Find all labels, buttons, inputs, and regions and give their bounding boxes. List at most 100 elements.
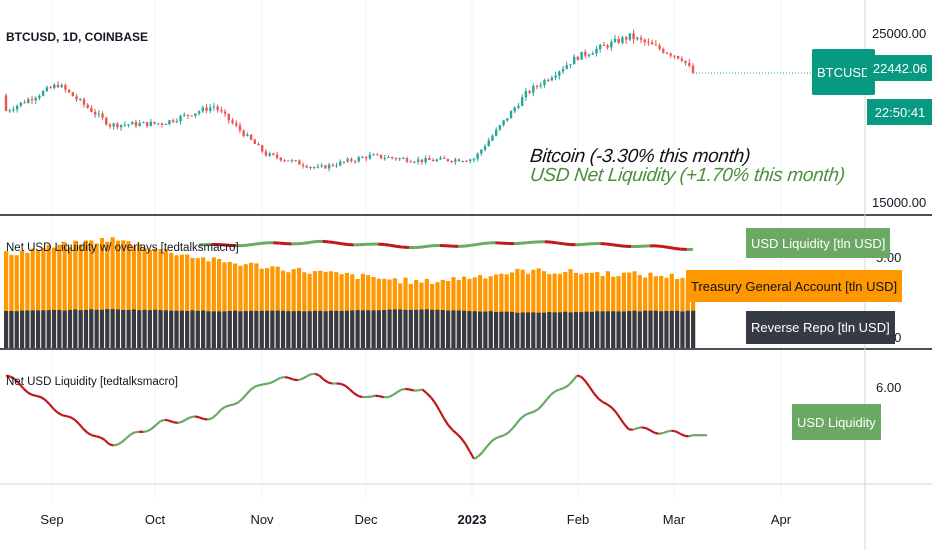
net-liquidity-segment <box>245 388 252 395</box>
tga-bar <box>67 247 73 348</box>
tga-bar <box>169 253 174 348</box>
reverse-repo-bar <box>456 310 461 348</box>
net-liquidity-segment <box>82 428 89 434</box>
candle-body <box>417 159 420 162</box>
candle-body <box>383 157 386 159</box>
candle-body <box>49 87 52 89</box>
candle-body <box>45 87 49 92</box>
net-liquidity-segment <box>211 413 218 420</box>
net-liquidity-segment <box>340 382 346 387</box>
symbol-tag[interactable]: BTCUSD <box>812 49 876 95</box>
candle-body <box>179 115 182 122</box>
candle-body <box>450 160 453 162</box>
candle-body <box>391 157 394 159</box>
candle-body <box>554 75 557 78</box>
net-liquidity-segment <box>597 397 604 403</box>
reverse-repo-bar <box>233 310 238 348</box>
x-tick-mar: Mar <box>662 512 686 527</box>
net-liquidity-segment <box>559 386 565 391</box>
reverse-repo-bar <box>9 310 14 348</box>
net-liquidity-segment <box>229 403 234 407</box>
reverse-repo-bar <box>57 310 62 348</box>
net-liquidity-segment <box>185 416 192 421</box>
reverse-repo-bar <box>179 310 184 348</box>
candle-body <box>465 161 468 163</box>
net-liquidity-segment <box>688 434 694 438</box>
tga-bar <box>579 274 584 348</box>
reverse-repo-bar <box>328 310 334 348</box>
net-liquidity-segment <box>190 415 196 419</box>
reverse-repo-bar <box>217 311 222 348</box>
tga-bar <box>227 261 232 348</box>
net-liquidity-segment <box>421 388 428 395</box>
reverse-repo-bar <box>307 311 312 348</box>
net-liquidity-segment <box>550 390 557 396</box>
tga-bar <box>557 273 563 348</box>
tga-bar <box>531 269 536 348</box>
candle-body <box>138 123 141 126</box>
net-liquidity-segment <box>160 418 166 423</box>
tga-bar <box>190 257 195 348</box>
net-liquidity-line <box>5 372 707 460</box>
net-liquidity-segment <box>233 401 239 406</box>
net-liquidity-segment <box>155 420 162 426</box>
candle-body <box>238 125 242 131</box>
candle-body <box>123 124 127 126</box>
candle-body <box>194 113 197 116</box>
tga-bar <box>30 248 35 348</box>
candle-body <box>435 159 438 162</box>
candle-body <box>487 140 490 147</box>
net-liquidity-segment <box>499 434 505 438</box>
candle-body <box>335 165 338 167</box>
reverse-repo-bar <box>110 309 115 348</box>
symbol-title: BTCUSD, 1D, COINBASE <box>6 30 149 44</box>
reverse-repo-bar <box>291 311 296 348</box>
tga-bar <box>147 249 152 348</box>
net-liquidity-segment <box>529 410 535 415</box>
reverse-repo-bar <box>541 312 547 348</box>
candle-body <box>12 109 15 111</box>
candle-body <box>93 111 97 115</box>
liquidity-segment <box>390 243 397 248</box>
reverse-repo-bar <box>525 312 531 348</box>
candle-body <box>201 107 205 112</box>
tga-bar <box>259 268 264 348</box>
net-liquidity-segment <box>675 430 681 435</box>
net-liquidity-segment <box>56 411 63 416</box>
reverse-repo-bar <box>424 309 429 348</box>
candle-body <box>439 157 442 160</box>
candle-body <box>298 160 301 165</box>
candle-body <box>379 154 383 159</box>
net-liquidity-segment <box>284 376 290 380</box>
candle-body <box>350 159 353 162</box>
reverse-repo-bar <box>685 310 690 348</box>
liquidity-segment <box>340 242 348 246</box>
reverse-repo-bar <box>174 310 179 348</box>
candle-body <box>506 118 509 121</box>
reverse-repo-bar <box>371 310 376 348</box>
net-liquidity-segment <box>654 431 659 435</box>
candle-body <box>64 85 67 90</box>
candle-body <box>546 79 550 81</box>
candle-body <box>342 161 346 163</box>
tga-bar <box>318 270 323 348</box>
candle-body <box>420 159 424 163</box>
net-liquidity-segment <box>409 388 415 392</box>
candle-body <box>398 158 401 160</box>
tga-bar <box>493 274 499 348</box>
candle-body <box>520 97 524 106</box>
net-liquidity-segment <box>357 394 363 399</box>
reverse-repo-bar <box>73 309 78 348</box>
net-liquidity-segment <box>276 376 282 381</box>
candle-body <box>27 99 30 103</box>
x-tick-apr: Apr <box>770 512 792 527</box>
reverse-repo-bar <box>669 310 674 348</box>
candle-body <box>461 161 464 163</box>
net-liquidity-segment <box>151 423 158 430</box>
tga-bar <box>57 244 62 348</box>
overlay-bars <box>4 237 696 348</box>
reverse-repo-bar <box>563 311 568 348</box>
net-liquidity-segment <box>486 440 493 448</box>
net-liquidity-segment <box>555 388 561 393</box>
candle-body <box>558 71 561 76</box>
